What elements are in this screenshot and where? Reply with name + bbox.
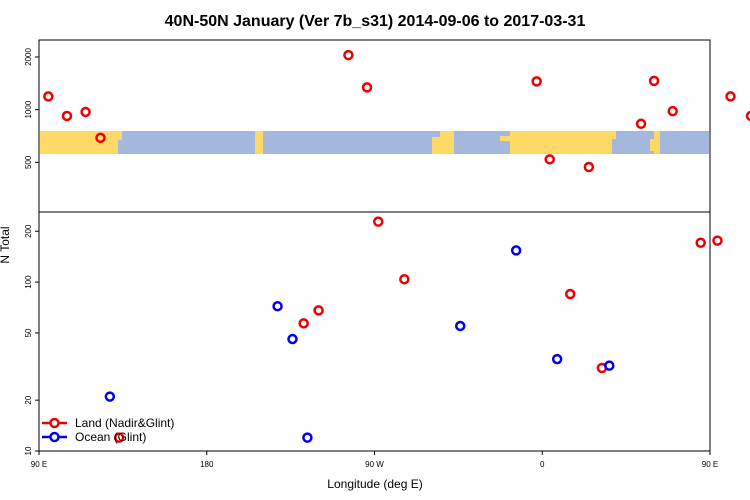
map-sea: [640, 150, 650, 154]
map-coast: [520, 143, 526, 149]
y-tick-label: 10: [24, 446, 33, 455]
map-sea: [488, 131, 502, 136]
map-coast: [255, 131, 259, 154]
ocean-point: [272, 300, 283, 312]
land-point: [725, 91, 736, 102]
x-tick-label: 180: [200, 460, 214, 469]
land-point: [343, 49, 354, 61]
top-data-points: [43, 49, 750, 173]
ocean-point: [510, 245, 522, 256]
ocean-point: [104, 391, 116, 402]
top-panel-frame: [38, 39, 711, 213]
x-axis-label: Longitude (deg E): [327, 477, 422, 491]
x-tick-label: 90 W: [365, 460, 384, 469]
legend-marker-ocean: [49, 431, 60, 443]
legend-label-land: Land (Nadir&Glint): [75, 416, 174, 430]
land-point: [695, 237, 706, 248]
map-ocean-band: [263, 131, 432, 154]
land-point: [531, 76, 542, 87]
bottom-y-axis: 10 20 50 100 200: [24, 224, 39, 455]
y-tick-label: 2000: [24, 48, 33, 66]
legend-label-ocean: Ocean (Glint): [75, 430, 146, 444]
map-coast: [440, 131, 446, 137]
land-point: [399, 273, 410, 285]
map-ocean-band: [612, 131, 654, 154]
land-point: [361, 82, 373, 93]
land-point: [583, 161, 595, 173]
legend: Land (Nadir&Glint)Ocean (Glint): [42, 416, 174, 444]
land-point: [80, 106, 91, 118]
land-point: [745, 110, 750, 122]
y-tick-label: 200: [24, 224, 33, 238]
y-tick-label: 500: [24, 155, 33, 169]
map-coast: [608, 131, 616, 139]
y-tick-label: 1000: [24, 100, 33, 118]
legend-marker-land: [49, 417, 60, 429]
land-point: [667, 105, 678, 117]
bottom-panel: 10 20 50 100 200 Land (Nadir&Glint)Ocean (Gl…: [24, 211, 723, 455]
land-point: [43, 91, 54, 102]
map-sea: [432, 131, 440, 137]
ocean-point: [287, 333, 298, 345]
land-point: [61, 110, 73, 122]
top-panel: 500 1000 2000: [24, 39, 750, 213]
y-tick-label: 20: [24, 395, 33, 404]
x-tick-label: 90 E: [31, 460, 47, 469]
land-point: [544, 154, 555, 165]
ocean-point: [551, 353, 563, 365]
map-coast: [432, 143, 442, 154]
land-point: [113, 432, 125, 443]
map-coast: [500, 136, 510, 141]
land-point: [372, 216, 384, 227]
ocean-point: [604, 360, 615, 371]
chart-title: 40N-50N January (Ver 7b_s31) 2014-09-06 …: [165, 13, 586, 30]
land-point: [712, 235, 723, 246]
land-point: [313, 305, 324, 316]
top-y-axis: 500 1000 2000: [24, 48, 39, 169]
x-tick-label: 90 E: [702, 460, 718, 469]
ocean-point: [454, 320, 466, 332]
ocean-point: [302, 432, 313, 443]
land-point: [635, 118, 647, 130]
y-tick-label: 100: [24, 275, 33, 289]
x-axis: 90 E 180 90 W 0 90 E: [31, 451, 718, 469]
map-sea: [460, 148, 472, 154]
x-tick-label: 0: [540, 460, 545, 469]
map-ocean-band: [118, 131, 257, 154]
y-axis-label: N Total: [0, 226, 12, 263]
land-point: [95, 132, 106, 144]
map-coast: [650, 139, 658, 151]
bottom-data-points: [104, 216, 723, 443]
land-point: [298, 318, 309, 329]
land-point: [564, 288, 576, 300]
y-tick-label: 50: [24, 328, 33, 337]
land-point: [648, 75, 660, 87]
map-coast: [114, 131, 122, 140]
map-ocean-band: [660, 131, 709, 154]
world-map-strip: [40, 131, 709, 154]
map-coast: [112, 144, 118, 154]
